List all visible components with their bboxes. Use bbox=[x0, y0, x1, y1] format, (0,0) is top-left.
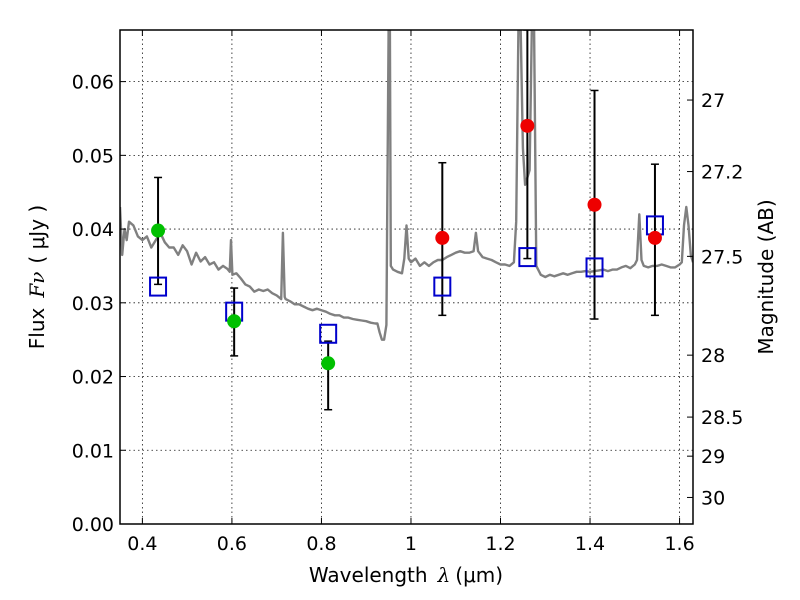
x-tick-label: 1 bbox=[405, 533, 417, 555]
green-data-point bbox=[321, 356, 336, 371]
red-data-point bbox=[435, 230, 450, 245]
y-tick-label: 0.01 bbox=[72, 440, 114, 462]
red-data-point bbox=[647, 230, 662, 245]
x-tick-label: 0.4 bbox=[127, 533, 157, 555]
y2-tick-label: 28.5 bbox=[701, 407, 743, 429]
y-axis-label: FluxFν( μJy ) bbox=[25, 205, 49, 349]
tick-labels: 0.4 0.6 0.8 1 1.2 1.4 1.6 0.00 0.01 0.02 0.03 0.04 0… bbox=[72, 72, 744, 555]
data-layer bbox=[120, 30, 693, 411]
y2-axis-label: Magnitude (AB) bbox=[754, 199, 778, 354]
y2-tick-label: 27.5 bbox=[701, 246, 743, 268]
x-tick-label: 1.4 bbox=[575, 533, 605, 555]
red-data-point bbox=[587, 197, 602, 212]
y2-tick-label: 27 bbox=[701, 90, 725, 112]
green-data-point bbox=[151, 223, 166, 238]
model-flux-square bbox=[433, 276, 452, 297]
y2-tick-label: 28 bbox=[701, 345, 725, 367]
plot-frame bbox=[119, 29, 694, 525]
x-tick-label: 1.2 bbox=[485, 533, 515, 555]
y2-tick-label: 27.2 bbox=[701, 162, 743, 184]
model-flux-square bbox=[149, 276, 168, 297]
y-tick-label: 0.05 bbox=[72, 145, 114, 167]
model-flux-square bbox=[518, 247, 537, 268]
x-tick-label: 0.6 bbox=[217, 533, 247, 555]
model-flux-square bbox=[319, 323, 338, 344]
y-tick-label: 0.02 bbox=[72, 367, 114, 389]
y-tick-label: 0.00 bbox=[72, 514, 114, 536]
green-data-point bbox=[227, 314, 242, 329]
x-axis-label: Wavelength λ (μm) bbox=[309, 563, 503, 587]
y2-tick-label: 30 bbox=[701, 487, 725, 509]
y-tick-label: 0.04 bbox=[72, 219, 114, 241]
x-tick-label: 0.8 bbox=[306, 533, 336, 555]
x-tick-label: 1.6 bbox=[664, 533, 694, 555]
model-flux-square bbox=[585, 257, 604, 278]
red-data-point bbox=[520, 118, 535, 133]
y-tick-label: 0.06 bbox=[72, 72, 114, 94]
tick-marks bbox=[120, 30, 693, 525]
y-tick-label: 0.03 bbox=[72, 293, 114, 315]
y2-tick-label: 29 bbox=[701, 446, 725, 468]
